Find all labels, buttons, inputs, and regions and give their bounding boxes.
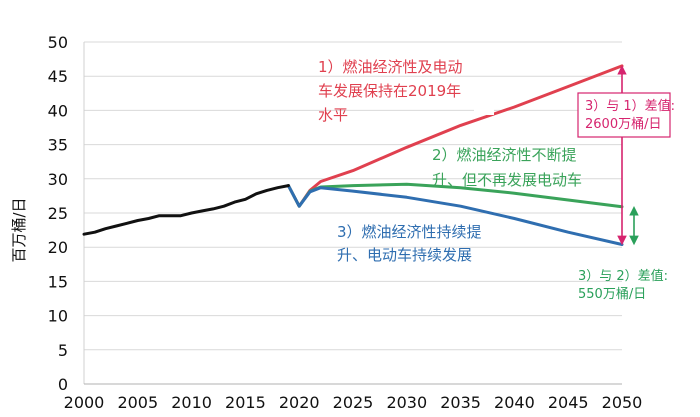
y-axis-label: 百万桶/日 bbox=[10, 197, 28, 262]
annotation-scenario1: 车发展保持在2019年 bbox=[318, 82, 461, 100]
annotation-gap2: 3）与 2）差值: bbox=[578, 268, 668, 284]
x-tick-label: 2040 bbox=[494, 393, 535, 412]
x-tick-label: 2045 bbox=[548, 393, 589, 412]
annotation-scenario2: 升、但不再发展电动车 bbox=[432, 171, 582, 189]
annotation-scenario3: 升、电动车持续发展 bbox=[337, 246, 472, 264]
x-tick-label: 2015 bbox=[225, 393, 266, 412]
y-tick-label: 30 bbox=[48, 170, 68, 189]
y-tick-label: 15 bbox=[48, 272, 68, 291]
x-tick-label: 2030 bbox=[386, 393, 427, 412]
y-tick-label: 50 bbox=[48, 33, 68, 52]
x-tick-label: 2035 bbox=[440, 393, 481, 412]
x-tick-label: 2010 bbox=[171, 393, 212, 412]
y-tick-label: 25 bbox=[48, 204, 68, 223]
annotation-gap2: 550万桶/日 bbox=[578, 287, 646, 302]
x-tick-label: 2025 bbox=[333, 393, 374, 412]
y-tick-label: 45 bbox=[48, 67, 68, 86]
y-tick-label: 0 bbox=[58, 375, 68, 394]
y-tick-label: 35 bbox=[48, 136, 68, 155]
annotation-gap1: 2600万桶/日 bbox=[585, 117, 661, 132]
y-tick-label: 40 bbox=[48, 101, 68, 120]
series-lines bbox=[82, 64, 624, 246]
annotation-scenario1: 1）燃油经济性及电动 bbox=[318, 58, 463, 76]
series-line-historical bbox=[82, 184, 290, 236]
label-backdrop bbox=[474, 99, 494, 115]
y-tick-label: 20 bbox=[48, 238, 68, 257]
x-tick-label: 2020 bbox=[279, 393, 320, 412]
series-line-scenario3 bbox=[286, 184, 624, 246]
x-tick-label: 2050 bbox=[602, 393, 643, 412]
annotation-scenario2: 2）燃油经济性不断提 bbox=[432, 146, 577, 164]
annotation-scenario1: 水平 bbox=[318, 106, 348, 124]
annotation-scenario3: 3）燃油经济性持续提 bbox=[337, 223, 482, 241]
y-tick-label: 10 bbox=[48, 307, 68, 326]
x-tick-label: 2000 bbox=[64, 393, 105, 412]
x-tick-label: 2005 bbox=[117, 393, 158, 412]
y-tick-label: 5 bbox=[58, 341, 68, 360]
annotation-gap1: 3）与 1）差值: bbox=[585, 98, 675, 114]
gap1-label-box bbox=[577, 92, 671, 138]
grid-lines bbox=[84, 41, 622, 351]
